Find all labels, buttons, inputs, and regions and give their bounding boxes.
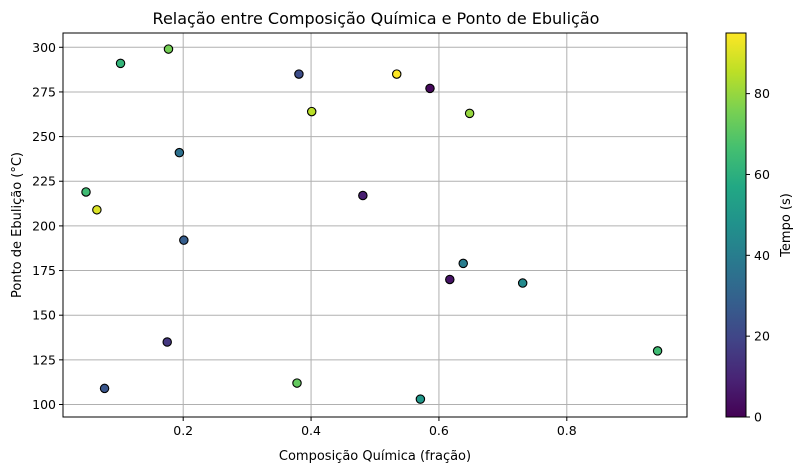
y-tick-label: 250 — [32, 129, 56, 144]
x-tick-label: 0.4 — [301, 423, 321, 438]
data-points — [81, 44, 663, 404]
scatter-point — [652, 346, 663, 356]
colorbar-ticks: 0 20 40 60 80 — [746, 86, 770, 425]
scatter-point — [425, 83, 435, 94]
scatter-point — [115, 58, 126, 69]
y-tick-label: 300 — [32, 40, 56, 55]
scatter-point — [415, 394, 426, 404]
y-tick-label: 275 — [32, 84, 56, 99]
colorbar-gradient — [725, 32, 747, 418]
colorbar-tick-label: 0 — [754, 410, 762, 425]
scatter-point — [445, 274, 455, 285]
plot-frame — [62, 32, 688, 418]
x-tick-label: 0.2 — [173, 423, 193, 438]
y-tick-label: 100 — [32, 397, 56, 412]
colorbar-tick-label: 20 — [754, 329, 770, 344]
scatter-point — [391, 69, 402, 79]
x-tick-label: 0.6 — [429, 423, 449, 438]
scatter-point — [517, 278, 528, 288]
y-axis: 100 125 150 175 200 225 250 275 300 — [32, 40, 63, 412]
y-tick-label: 225 — [32, 174, 56, 189]
scatter-point — [92, 205, 102, 215]
scatter-point — [294, 69, 304, 79]
scatter-point — [81, 187, 91, 197]
scatter-point — [163, 44, 174, 54]
scatter-point — [179, 235, 189, 245]
scatter-point — [358, 190, 368, 201]
x-tick-label: 0.8 — [557, 423, 577, 438]
colorbar-tick-label: 40 — [754, 248, 770, 263]
chart-title: Relação entre Composição Química e Ponto… — [153, 9, 600, 28]
x-axis-label: Composição Química (fração) — [279, 449, 471, 464]
y-axis-label: Ponto de Ebulição (°C) — [10, 152, 25, 298]
scatter-point — [464, 108, 475, 119]
y-tick-label: 125 — [32, 352, 56, 367]
colorbar-tick-label: 80 — [754, 86, 770, 101]
scatter-point — [306, 106, 317, 117]
colorbar: 0 20 40 60 80 Tempo (s) — [725, 32, 794, 425]
scatter-point — [99, 383, 110, 394]
scatter-point — [292, 378, 302, 388]
grid-lines — [63, 33, 687, 417]
colorbar-label: Tempo (s) — [779, 193, 794, 258]
scatter-point — [458, 258, 468, 269]
x-axis: 0.2 0.4 0.6 0.8 — [173, 417, 577, 438]
colorbar-tick-label: 60 — [754, 167, 770, 182]
y-tick-label: 150 — [32, 308, 56, 323]
scatter-point — [174, 147, 185, 158]
scatter-point — [162, 337, 172, 347]
y-tick-label: 200 — [32, 218, 56, 233]
y-tick-label: 175 — [32, 263, 56, 278]
